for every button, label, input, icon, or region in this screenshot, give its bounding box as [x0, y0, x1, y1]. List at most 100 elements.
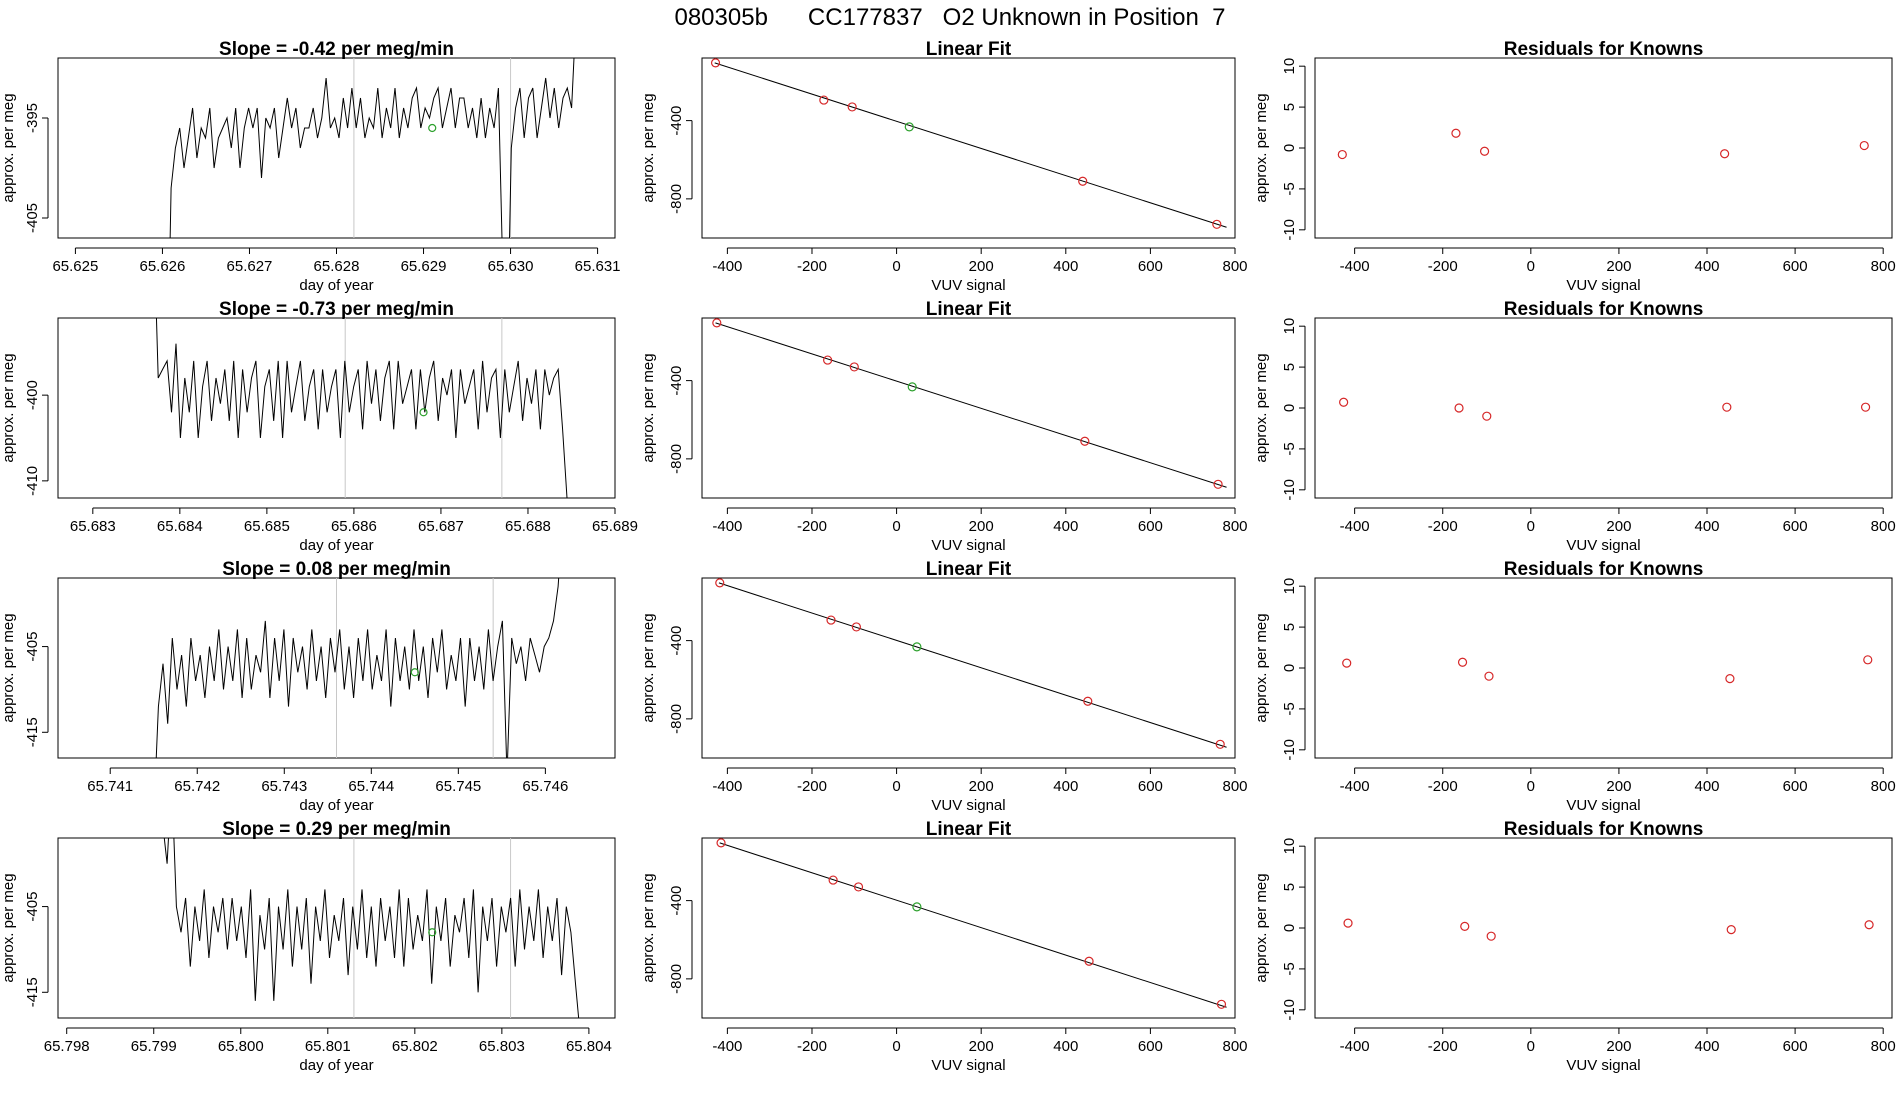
x-tick-label: 400 [1694, 258, 1719, 275]
panel-title: Slope = 0.29 per meg/min [222, 819, 451, 840]
residual-point [1343, 918, 1353, 928]
y-tick-label: -400 [668, 626, 685, 656]
unknown-point [428, 123, 437, 133]
y-tick-label: 10 [1281, 578, 1298, 595]
plot-data [155, 318, 568, 498]
x-axis-label: VUV signal [1566, 537, 1640, 554]
y-axis-label: approx. per meg [1253, 353, 1270, 462]
x-tick-label: 800 [1871, 1038, 1896, 1055]
x-tick-label: 65.684 [157, 518, 203, 535]
y-axis-label: approx. per meg [0, 873, 17, 982]
y-axis-label: approx. per meg [0, 613, 17, 722]
panel-residuals-row-2: Residuals for Knowns -400 -200 0 200 400 600 80… [1253, 299, 1896, 554]
y-axis-label: approx. per meg [640, 353, 657, 462]
x-tick-label: 800 [1871, 258, 1896, 275]
fit-line [715, 322, 1227, 488]
residual-point [1859, 140, 1869, 151]
x-axis-label: VUV signal [931, 1057, 1005, 1074]
y-tick-label: -405 [24, 892, 41, 922]
y-tick-label: -400 [24, 380, 41, 410]
x-tick-label: 400 [1053, 518, 1078, 535]
y-tick-label: -410 [24, 466, 41, 496]
residual-point [1863, 655, 1873, 665]
x-tick-label: 0 [892, 258, 900, 275]
residual-point [1451, 128, 1461, 138]
known-point [828, 875, 838, 885]
plot-data [155, 578, 560, 758]
residual-point [1725, 674, 1735, 684]
known-point [851, 622, 862, 632]
residual-point [1484, 671, 1494, 681]
x-tick-label: 400 [1053, 1038, 1078, 1055]
y-tick-label: -5 [1281, 182, 1298, 195]
x-tick-label: 65.683 [70, 518, 116, 535]
y-tick-label: -10 [1281, 219, 1298, 241]
x-tick-label: 65.742 [174, 778, 220, 795]
x-tick-label: -400 [1340, 258, 1370, 275]
y-tick-label: -10 [1281, 479, 1298, 501]
fit-line [714, 62, 1227, 228]
x-tick-label: 65.803 [479, 1038, 525, 1055]
y-axis-label: approx. per meg [1253, 613, 1270, 722]
x-tick-label: 65.798 [44, 1038, 90, 1055]
panel-residuals-row-4: Residuals for Knowns -400 -200 0 200 400 600 80… [1253, 819, 1896, 1074]
y-axis-label: approx. per meg [640, 613, 657, 722]
y-tick-label: 5 [1281, 623, 1298, 631]
x-tick-label: 65.629 [401, 258, 447, 275]
x-tick-label: 400 [1694, 1038, 1719, 1055]
plot-data [710, 58, 1227, 229]
y-tick-label: 5 [1281, 883, 1298, 891]
x-tick-label: 200 [969, 518, 994, 535]
x-axis-label: VUV signal [1566, 797, 1640, 814]
x-tick-label: 400 [1694, 518, 1719, 535]
y-axis-label: approx. per meg [0, 93, 17, 202]
x-tick-label: -200 [797, 518, 827, 535]
x-tick-label: 0 [1527, 778, 1535, 795]
x-tick-label: 400 [1053, 258, 1078, 275]
plot-frame [1314, 577, 1893, 759]
y-tick-label: -405 [24, 203, 41, 233]
x-tick-label: 200 [969, 1038, 994, 1055]
y-axis-label: approx. per meg [1253, 93, 1270, 202]
y-tick-label: -415 [24, 977, 41, 1007]
x-tick-label: 65.631 [575, 258, 621, 275]
panel-time-series-row-3: Slope = 0.08 per meg/min 65.741 65.742 65.7… [0, 559, 616, 814]
panel-residuals-row-1: Residuals for Knowns -400 -200 0 200 400 600 80… [1253, 39, 1896, 294]
x-tick-label: 0 [892, 518, 900, 535]
y-tick-label: 0 [1281, 144, 1298, 152]
y-tick-label: -800 [668, 704, 685, 734]
residual-point [1864, 920, 1874, 930]
plot-data [1343, 918, 1874, 941]
plot-frame [57, 57, 616, 239]
x-tick-label: 65.686 [331, 518, 377, 535]
x-tick-label: 600 [1138, 1038, 1163, 1055]
known-point [1213, 479, 1223, 489]
x-tick-label: 65.800 [218, 1038, 264, 1055]
known-point [1215, 739, 1225, 749]
x-tick-label: 65.627 [227, 258, 273, 275]
y-tick-label: -400 [668, 366, 685, 396]
y-tick-label: -800 [668, 184, 685, 214]
x-tick-label: 200 [1606, 1038, 1631, 1055]
y-axis-label: approx. per meg [640, 873, 657, 982]
x-tick-label: -200 [1428, 518, 1458, 535]
x-tick-label: 600 [1783, 518, 1808, 535]
plot-data [1342, 655, 1873, 684]
y-tick-label: 5 [1281, 103, 1298, 111]
x-tick-label: 400 [1053, 778, 1078, 795]
panel-title: Residuals for Knowns [1504, 559, 1704, 580]
x-tick-label: 65.801 [305, 1038, 351, 1055]
y-tick-label: -400 [668, 886, 685, 916]
x-tick-label: -200 [797, 778, 827, 795]
y-tick-label: -5 [1281, 702, 1298, 715]
residual-point [1726, 925, 1736, 935]
y-axis-label: approx. per meg [0, 353, 17, 462]
x-tick-label: -400 [712, 258, 742, 275]
panel-title: Residuals for Knowns [1504, 39, 1704, 60]
residual-point [1342, 658, 1352, 668]
x-tick-label: 65.744 [348, 778, 394, 795]
unknown-point [428, 928, 437, 937]
residual-point [1457, 657, 1468, 667]
plot-data [169, 58, 575, 238]
